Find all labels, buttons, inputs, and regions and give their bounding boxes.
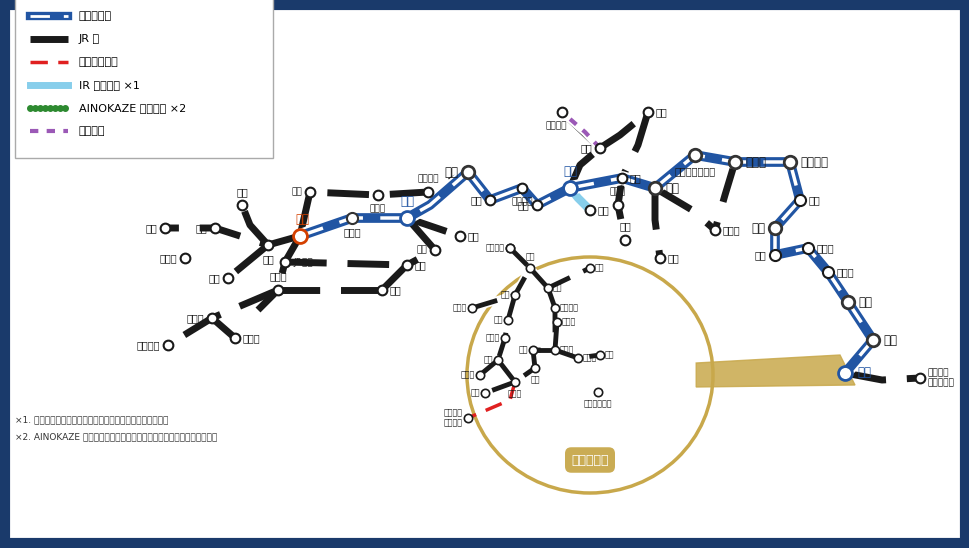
Text: 三田: 三田 [235, 187, 248, 197]
Text: 品川: 品川 [483, 356, 492, 364]
Text: 日根野: 日根野 [243, 333, 261, 343]
Text: 關西機場: 關西機場 [137, 340, 160, 350]
Text: 小岩: 小岩 [605, 351, 614, 359]
Text: 和田岬: 和田岬 [159, 253, 176, 263]
Text: 上越妙高: 上越妙高 [799, 156, 828, 168]
Text: 東京: 東京 [530, 375, 539, 384]
Text: 金町: 金町 [594, 264, 604, 272]
Text: 浮間舟渡: 浮間舟渡 [485, 243, 505, 253]
Text: 蒲田: 蒲田 [470, 389, 480, 397]
Text: 代代木: 代代木 [485, 334, 499, 342]
Text: 田端: 田端 [552, 283, 562, 293]
Text: 京都: 京都 [399, 195, 414, 208]
Text: 神田: 神田 [518, 345, 527, 355]
Text: 秋葉原: 秋葉原 [559, 345, 574, 355]
Text: 和倉温泉: 和倉温泉 [545, 121, 566, 130]
Text: AINOKAZE 富山鐵道 ×2: AINOKAZE 富山鐵道 ×2 [78, 103, 186, 113]
Text: 高岡: 高岡 [629, 173, 641, 183]
Text: 神戶: 神戶 [195, 223, 206, 233]
Text: 高崎: 高崎 [858, 295, 871, 309]
Text: 新宿: 新宿 [493, 316, 503, 324]
Text: 草津: 草津 [467, 231, 480, 241]
Text: 新高岡: 新高岡 [610, 187, 625, 196]
Text: ×1. 石川鐵道的「金澤～津幡間」僅可經過，不可中途下車。: ×1. 石川鐵道的「金澤～津幡間」僅可經過，不可中途下車。 [15, 415, 169, 424]
Text: 富山: 富山 [665, 181, 678, 195]
Text: 南小谷: 南小谷 [722, 225, 740, 235]
Text: 飯山: 飯山 [808, 195, 820, 205]
Text: 成田機場
第１候機樓: 成田機場 第１候機樓 [927, 368, 953, 387]
Text: 加賀温泉: 加賀温泉 [511, 197, 532, 206]
Text: 金澤: 金澤 [562, 165, 577, 178]
Text: ×2. AINOKAZE 富山鐵道的「高岡～富山間」僅可經過，不可中途下車。: ×2. AINOKAZE 富山鐵道的「高岡～富山間」僅可經過，不可中途下車。 [15, 432, 217, 441]
Text: 濱松町: 濱松町 [508, 389, 521, 398]
Text: 錦糸町: 錦糸町 [582, 353, 597, 362]
Text: JR難波: JR難波 [293, 258, 312, 266]
Text: 天王寺: 天王寺 [269, 271, 287, 281]
Text: 山科: 山科 [416, 246, 426, 254]
Text: 黒部宇奈月温泉: 黒部宇奈月温泉 [673, 166, 715, 176]
Text: 上田: 上田 [754, 250, 766, 260]
Text: 池袋: 池袋 [500, 290, 510, 300]
Text: 大阪: 大阪 [295, 213, 309, 226]
Text: 葛西臨海公園: 葛西臨海公園 [583, 399, 611, 408]
Text: 小松: 小松 [516, 200, 528, 210]
Text: 新大阪: 新大阪 [343, 227, 360, 237]
Text: 櫻島: 櫻島 [208, 273, 220, 283]
Text: 糸魚川: 糸魚川 [744, 156, 766, 168]
Text: 冰見: 冰見 [655, 107, 667, 117]
Text: 猪谷: 猪谷 [668, 253, 679, 263]
Polygon shape [696, 355, 854, 387]
Text: 東京單軌電車: 東京單軌電車 [78, 57, 118, 67]
Text: 大宮: 大宮 [882, 334, 896, 346]
Text: 津幡: 津幡 [597, 205, 610, 215]
Text: 長野: 長野 [750, 221, 765, 235]
Text: 木津: 木津 [415, 260, 426, 270]
Text: 綾岡: 綾岡 [291, 187, 301, 197]
Text: 奈良: 奈良 [390, 285, 401, 295]
Text: 北陸新帹線: 北陸新帹線 [78, 11, 112, 21]
Text: 城端: 城端 [618, 221, 630, 231]
Text: 東京: 東京 [857, 367, 870, 380]
Text: IR 石川鐵道 ×1: IR 石川鐵道 ×1 [78, 80, 140, 90]
Text: 福井: 福井 [470, 195, 482, 205]
Text: 保津峡: 保津峡 [369, 204, 386, 213]
Text: 佐久平: 佐久平 [816, 243, 833, 253]
Text: 西日暮里: 西日暮里 [559, 304, 578, 312]
Text: 能登鐵道: 能登鐵道 [78, 126, 106, 136]
Text: 赤羽: 赤羽 [524, 252, 534, 261]
FancyBboxPatch shape [8, 8, 961, 540]
Text: 羽田機場
第２大樓: 羽田機場 第２大樓 [444, 408, 462, 427]
FancyBboxPatch shape [15, 0, 272, 158]
Text: 西大井: 西大井 [460, 370, 475, 380]
Text: 西荻窪: 西荻窪 [453, 304, 466, 312]
Text: 東京都區內: 東京都區內 [571, 454, 609, 466]
Text: JR 線: JR 線 [78, 34, 100, 44]
Text: 軽井澤: 軽井澤 [836, 267, 854, 277]
Text: 敦賀: 敦賀 [444, 165, 457, 179]
Text: 七尾: 七尾 [579, 143, 591, 153]
Text: 日暮里: 日暮里 [561, 317, 576, 327]
Text: 東羽衣: 東羽衣 [186, 313, 203, 323]
Text: 九頭龍湖: 九頭龍湖 [417, 174, 438, 183]
Text: 舞子: 舞子 [145, 223, 157, 233]
Text: 尼崎: 尼崎 [262, 254, 273, 264]
